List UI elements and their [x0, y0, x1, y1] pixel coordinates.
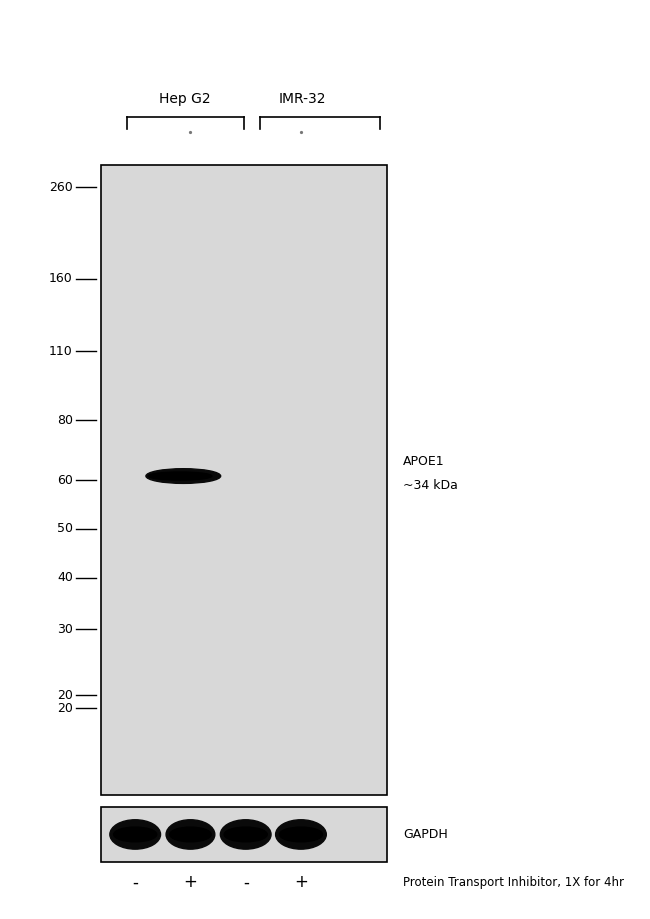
Ellipse shape: [276, 820, 326, 849]
Text: Protein Transport Inhibitor, 1X for 4hr: Protein Transport Inhibitor, 1X for 4hr: [403, 876, 624, 889]
Text: 80: 80: [57, 414, 73, 426]
Text: +: +: [294, 873, 308, 891]
Ellipse shape: [146, 469, 220, 483]
Text: -: -: [242, 873, 249, 891]
Ellipse shape: [110, 820, 161, 849]
Text: Hep G2: Hep G2: [159, 92, 211, 106]
Text: 160: 160: [49, 272, 73, 285]
Text: 30: 30: [57, 623, 73, 636]
Ellipse shape: [166, 820, 214, 849]
Text: +: +: [183, 873, 198, 891]
Text: 60: 60: [57, 473, 73, 487]
Text: -: -: [132, 873, 138, 891]
Text: ~34 kDa: ~34 kDa: [403, 479, 458, 492]
Ellipse shape: [224, 827, 267, 842]
Text: 40: 40: [57, 572, 73, 584]
Text: 110: 110: [49, 345, 73, 357]
Ellipse shape: [220, 820, 271, 849]
Text: 260: 260: [49, 181, 73, 194]
Text: IMR-32: IMR-32: [278, 92, 326, 106]
Ellipse shape: [280, 827, 322, 842]
Ellipse shape: [114, 827, 157, 842]
Text: 20: 20: [57, 701, 73, 715]
Text: 50: 50: [57, 522, 73, 535]
Ellipse shape: [148, 472, 212, 480]
Ellipse shape: [170, 827, 211, 842]
Text: GAPDH: GAPDH: [403, 828, 448, 841]
Text: 20: 20: [57, 689, 73, 702]
Text: APOE1: APOE1: [403, 455, 445, 468]
Bar: [101, 807, 387, 862]
Bar: [101, 165, 387, 795]
